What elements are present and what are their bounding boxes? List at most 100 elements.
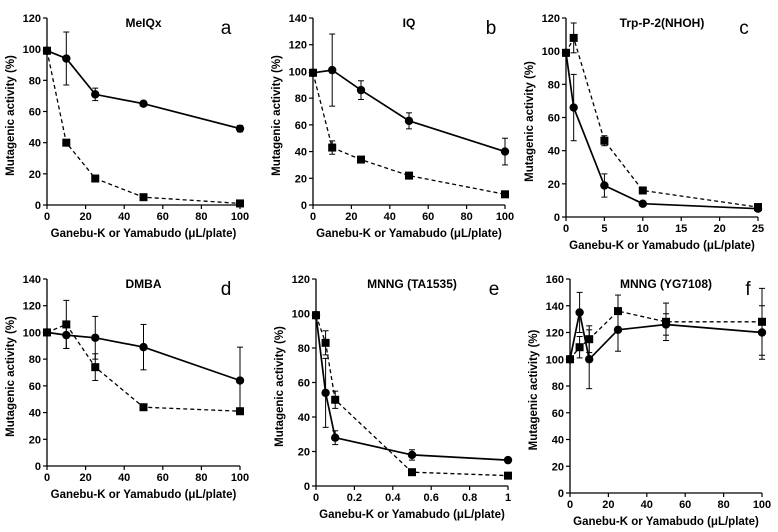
x-tick-label: 0 [313, 492, 319, 504]
y-tick-label: 60 [552, 408, 564, 420]
x-tick-label: 80 [195, 211, 207, 223]
x-tick-label: 0 [563, 223, 569, 235]
data-point-ganebu-k [321, 388, 330, 398]
x-tick-label: 0.6 [424, 492, 439, 504]
data-point-ganebu-k [139, 99, 148, 108]
y-tick-label: 100 [546, 354, 564, 366]
y-tick-label: 120 [23, 301, 41, 313]
y-tick-label: 40 [552, 435, 564, 447]
data-point-ganebu-k [500, 147, 510, 156]
y-axis-label: Mutagenic activity (%) [524, 61, 536, 182]
y-axis-label: Mutagenic activity (%) [274, 326, 286, 447]
panel-letter: c [739, 18, 749, 39]
data-point-yamabudo [575, 343, 584, 352]
y-tick-label: 0 [558, 488, 564, 500]
y-tick-label: 120 [546, 328, 564, 340]
y-tick-label: 40 [29, 408, 41, 420]
x-axis-label: Ganebu-K or Yamabudo (μL/plate) [319, 509, 505, 521]
y-tick-label: 100 [23, 44, 41, 56]
y-tick-label: 40 [298, 412, 310, 424]
x-axis-label: Ganebu-K or Yamabudo (μL/plate) [316, 228, 502, 240]
x-tick-label: 40 [118, 211, 130, 223]
y-tick-label: 20 [295, 173, 307, 185]
x-tick-label: 100 [496, 211, 514, 223]
y-tick-label: 20 [298, 447, 310, 459]
data-point-yamabudo [501, 190, 509, 199]
x-tick-label: 80 [195, 472, 207, 484]
y-tick-label: 120 [289, 40, 307, 52]
panel-d: 0 20 40 60 80 100 120 140 0 20 40 60 80 100 Ganebu-K o… [5, 274, 249, 501]
x-tick-label: 10 [637, 223, 649, 235]
data-point-yamabudo [585, 335, 594, 344]
data-point-yamabudo [600, 136, 609, 145]
x-tick-label: 60 [422, 211, 434, 223]
data-point-yamabudo [328, 143, 337, 152]
series-line-yamabudo [46, 50, 241, 205]
panel-letter: e [489, 279, 500, 300]
y-axis-label: Mutagenic activity (%) [5, 55, 17, 176]
chart-title: Trp-P-2(NHOH) [620, 16, 705, 30]
y-tick-label: 20 [548, 179, 560, 191]
chart-title: IQ [403, 16, 416, 30]
y-tick-label: 100 [542, 46, 560, 58]
y-tick-label: 0 [35, 461, 41, 473]
data-point-ganebu-k [575, 308, 584, 317]
panel-f: 0 20 40 60 80 100 120 140 160 0 20 40 60 80 100 Ganebu-… [528, 274, 771, 528]
y-tick-label: 120 [23, 13, 41, 25]
x-tick-label: 0 [310, 211, 316, 223]
x-tick-label: 40 [641, 499, 653, 511]
data-point-ganebu-k [503, 455, 513, 465]
y-tick-label: 60 [298, 378, 310, 390]
panel-letter: b [486, 18, 497, 39]
data-point-ganebu-k [139, 342, 148, 352]
y-tick-label: 20 [29, 169, 41, 181]
data-point-yamabudo [331, 395, 340, 404]
x-axis-label: Ganebu-K or Yamabudo (μL/plate) [51, 228, 237, 240]
data-point-yamabudo [62, 320, 71, 329]
x-tick-label: 15 [675, 223, 687, 235]
y-tick-label: 60 [29, 107, 41, 119]
data-point-yamabudo [43, 46, 51, 55]
data-point-yamabudo [408, 468, 416, 477]
x-tick-label: 40 [384, 211, 396, 223]
x-tick-label: 5 [601, 223, 607, 235]
data-point-yamabudo [569, 33, 578, 42]
x-axis-label: Ganebu-K or Yamabudo (μL/plate) [569, 240, 755, 252]
x-tick-label: 0 [44, 472, 50, 484]
x-tick-label: 100 [231, 211, 249, 223]
x-tick-label: 60 [157, 211, 169, 223]
series-line-yamabudo [565, 36, 759, 208]
y-tick-label: 120 [542, 13, 560, 25]
y-tick-label: 60 [29, 381, 41, 393]
data-point-yamabudo [614, 307, 622, 316]
y-tick-label: 0 [554, 212, 560, 224]
data-point-yamabudo [562, 48, 570, 57]
data-point-ganebu-k [638, 199, 647, 208]
x-axis-label: Ganebu-K or Yamabudo (μL/plate) [51, 489, 237, 501]
y-tick-label: 40 [29, 138, 41, 150]
y-axis-label: Mutagenic activity (%) [528, 329, 540, 450]
data-point-ganebu-k [235, 124, 245, 133]
chart-title: MeIQx [125, 16, 161, 30]
x-tick-label: 60 [679, 499, 691, 511]
data-point-yamabudo [62, 138, 71, 147]
y-tick-label: 20 [552, 461, 564, 473]
y-tick-label: 40 [295, 147, 307, 159]
x-tick-label: 40 [118, 472, 130, 484]
data-point-yamabudo [139, 193, 148, 202]
y-tick-label: 140 [546, 301, 564, 313]
y-tick-label: 80 [29, 354, 41, 366]
x-tick-label: 0 [44, 211, 50, 223]
data-point-yamabudo [662, 317, 670, 326]
y-tick-label: 40 [548, 146, 560, 158]
series-line-ganebu-k [565, 52, 759, 210]
series-line-yamabudo [569, 310, 762, 360]
x-tick-label: 80 [460, 211, 472, 223]
x-tick-label: 80 [717, 499, 729, 511]
data-point-yamabudo [91, 363, 100, 372]
y-axis-label: Mutagenic activity (%) [5, 316, 17, 437]
data-point-yamabudo [504, 471, 512, 480]
x-tick-label: 20 [79, 211, 91, 223]
y-tick-label: 0 [35, 200, 41, 212]
chart-title: MNNG (YG7108) [620, 277, 712, 291]
